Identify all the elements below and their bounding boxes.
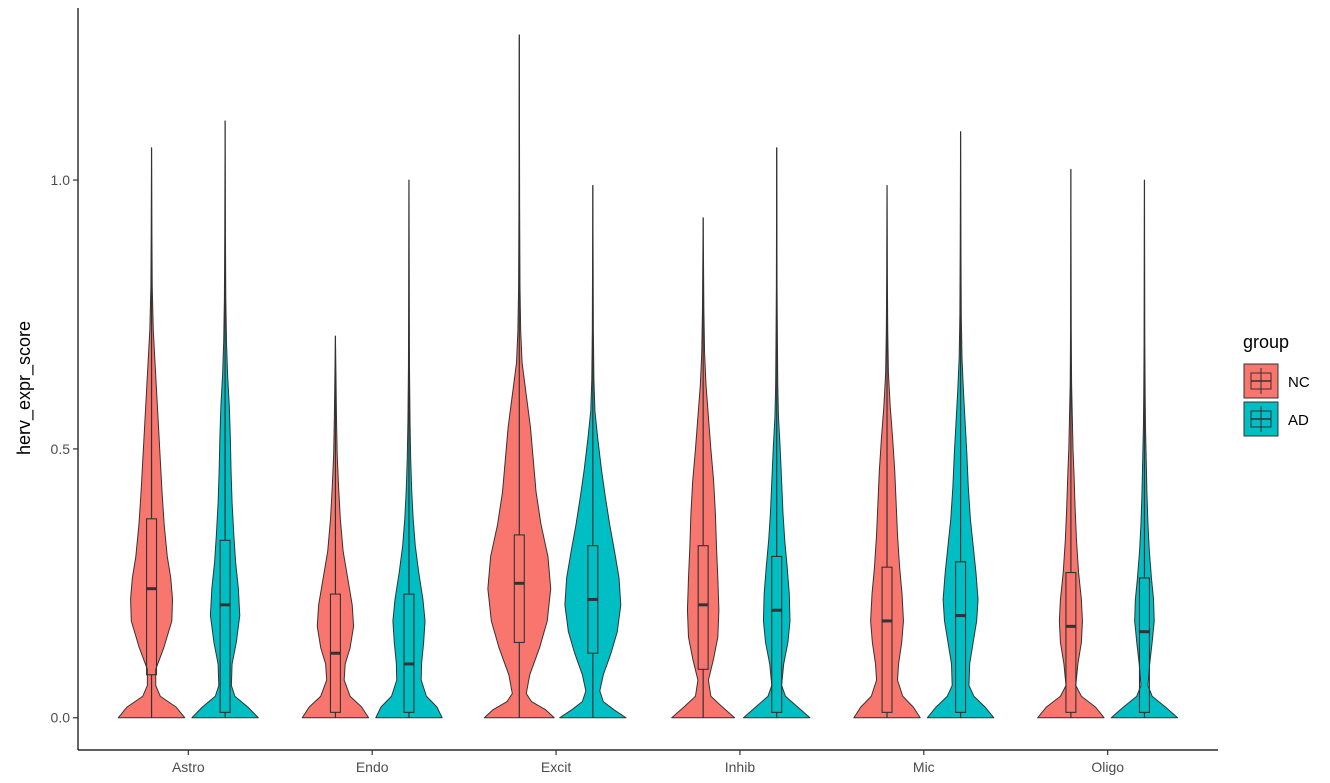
x-tick: Excit	[541, 750, 571, 775]
x-tick: Endo	[356, 750, 389, 775]
y-tick-label: 0.0	[51, 710, 71, 726]
axes-layer: 0.0 0.5 1.0 Astro Endo Excit Inhib Mic Oligo he…	[14, 8, 1218, 775]
legend-label: NC	[1288, 374, 1310, 391]
violin-ad-inhib	[743, 147, 811, 719]
violin-layer	[117, 34, 1179, 719]
box-iqr	[1138, 577, 1150, 713]
box-iqr	[955, 561, 967, 713]
x-tick-label: Astro	[172, 759, 205, 775]
x-tick-label: Inhib	[725, 759, 756, 775]
violin-ad-excit	[559, 184, 627, 719]
box-iqr	[771, 555, 783, 713]
violin-nc-excit	[483, 34, 555, 719]
box-iqr	[219, 539, 231, 713]
x-tick-label: Mic	[913, 759, 935, 775]
violin-ad-astro	[191, 120, 259, 719]
y-tick: 1.0	[51, 172, 78, 188]
box-iqr	[881, 566, 893, 713]
y-axis-ticks: 0.0 0.5 1.0	[51, 172, 78, 726]
violin-nc-mic	[853, 184, 921, 719]
x-tick-label: Endo	[356, 759, 389, 775]
y-tick: 0.5	[51, 441, 78, 457]
legend-title: group	[1243, 332, 1289, 352]
violin-nc-oligo	[1037, 168, 1105, 719]
x-axis-ticks: Astro Endo Excit Inhib Mic Oligo	[172, 750, 1124, 775]
legend-label: AD	[1288, 412, 1309, 429]
y-axis-title: herv_expr_score	[14, 321, 35, 455]
y-tick-label: 1.0	[51, 172, 71, 188]
x-tick: Mic	[913, 750, 935, 775]
legend: group NC AD	[1243, 332, 1310, 437]
violin-ad-oligo	[1110, 179, 1179, 719]
violin-ad-mic	[926, 131, 995, 719]
box-iqr	[697, 545, 709, 670]
x-tick-label: Excit	[541, 759, 571, 775]
y-tick: 0.0	[51, 710, 78, 726]
legend-item-ad: AD	[1243, 401, 1309, 437]
legend-items: NC AD	[1243, 363, 1310, 437]
x-tick: Oligo	[1091, 750, 1124, 775]
legend-item-nc: NC	[1243, 363, 1310, 399]
violin-nc-endo	[301, 335, 370, 719]
box-iqr	[1065, 572, 1077, 713]
violin-nc-astro	[117, 147, 186, 719]
box-iqr	[403, 593, 415, 713]
violin-nc-inhib	[671, 217, 736, 719]
x-tick: Astro	[172, 750, 205, 775]
x-tick-label: Oligo	[1091, 759, 1124, 775]
box-iqr	[146, 518, 158, 676]
violin-ad-endo	[375, 179, 443, 719]
box-iqr	[513, 534, 525, 644]
y-tick-label: 0.5	[51, 441, 71, 457]
x-tick: Inhib	[725, 750, 756, 775]
